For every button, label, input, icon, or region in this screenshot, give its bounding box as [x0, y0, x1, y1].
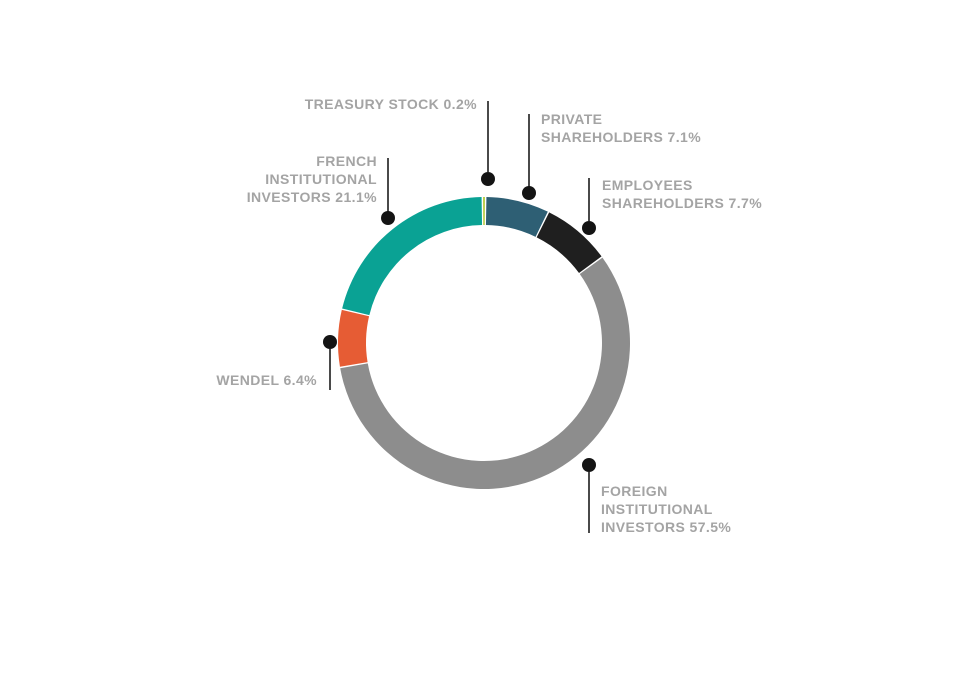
- donut-segment-foreign-institutional-investors: [340, 257, 631, 490]
- private-shareholders-label: PRIVATE SHAREHOLDERS 7.1%: [541, 110, 701, 146]
- donut-segment-french-institutional-investors: [342, 197, 483, 316]
- label-line: FOREIGN: [601, 483, 668, 499]
- foreign-leader-line: [588, 472, 590, 533]
- french-dot: [381, 211, 395, 225]
- label-line: INSTITUTIONAL: [265, 171, 377, 187]
- employees-dot: [582, 221, 596, 235]
- label-line: INVESTORS 21.1%: [246, 189, 377, 205]
- french-leader-line: [387, 158, 389, 212]
- private-dot: [522, 186, 536, 200]
- treasury-stock-label: TREASURY STOCK 0.2%: [305, 95, 477, 113]
- label-line: SHAREHOLDERS 7.7%: [602, 195, 763, 211]
- employees-shareholders-label: EMPLOYEES SHAREHOLDERS 7.7%: [602, 176, 762, 212]
- label-line: TREASURY STOCK 0.2%: [304, 96, 477, 112]
- label-line: WENDEL 6.4%: [216, 372, 317, 388]
- donut-segment-wendel: [337, 309, 370, 367]
- label-line: PRIVATE: [541, 111, 603, 127]
- donut-segment-employees-shareholders: [536, 212, 602, 274]
- donut-segment-treasury-stock: [483, 196, 485, 225]
- private-leader-line: [528, 114, 530, 187]
- foreign-institutional-label: FOREIGN INSTITUTIONAL INVESTORS 57.5%: [601, 482, 731, 536]
- label-line: FRENCH: [316, 153, 377, 169]
- french-institutional-label: FRENCH INSTITUTIONAL INVESTORS 21.1%: [247, 152, 377, 206]
- wendel-leader-line: [329, 349, 331, 390]
- wendel-dot: [323, 335, 337, 349]
- label-line: EMPLOYEES: [602, 177, 693, 193]
- label-line: INVESTORS 57.5%: [601, 519, 732, 535]
- employees-leader-line: [588, 178, 590, 221]
- donut-segment-private-shareholders: [485, 197, 548, 237]
- foreign-dot: [582, 458, 596, 472]
- treasury-dot: [481, 172, 495, 186]
- wendel-label: WENDEL 6.4%: [216, 371, 317, 389]
- label-line: INSTITUTIONAL: [601, 501, 713, 517]
- label-line: SHAREHOLDERS 7.1%: [541, 129, 702, 145]
- treasury-leader-line: [487, 101, 489, 172]
